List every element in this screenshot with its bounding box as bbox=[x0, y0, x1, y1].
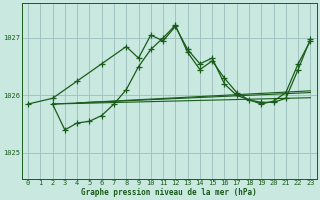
X-axis label: Graphe pression niveau de la mer (hPa): Graphe pression niveau de la mer (hPa) bbox=[81, 188, 257, 197]
